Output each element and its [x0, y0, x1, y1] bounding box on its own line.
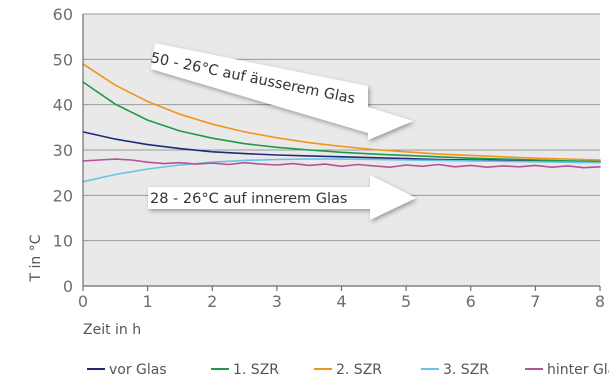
series-line — [82, 63, 601, 161]
x-tick-label: 7 — [530, 292, 540, 311]
series-line — [82, 131, 601, 163]
legend-label: hinter Glas — [547, 362, 609, 378]
y-tick-label: 50 — [53, 50, 73, 69]
y-tick-label: 20 — [53, 186, 73, 205]
y-tick-label: 0 — [63, 277, 73, 296]
legend-label: vor Glas — [109, 362, 167, 378]
x-tick-label: 6 — [466, 292, 476, 311]
y-tick-label: 10 — [53, 232, 73, 251]
y-tick-label: 60 — [53, 5, 73, 24]
x-tick-label: 3 — [272, 292, 282, 311]
legend-label: 3. SZR — [443, 362, 489, 378]
annotation-arrow — [151, 43, 413, 140]
y-tick-label: 30 — [53, 141, 73, 160]
annotation-label: 28 - 26°C auf innerem Glas — [150, 191, 347, 207]
x-tick-label: 8 — [595, 292, 605, 311]
x-tick-label: 4 — [336, 292, 346, 311]
legend-label: 1. SZR — [233, 362, 279, 378]
series-line — [82, 158, 601, 169]
y-axis-label: T in °C — [28, 234, 44, 282]
x-axis-label: Zeit in h — [83, 322, 141, 338]
x-tick-label: 2 — [207, 292, 217, 311]
legend-label: 2. SZR — [336, 362, 382, 378]
x-tick-label: 1 — [143, 292, 153, 311]
y-tick-label: 40 — [53, 96, 73, 115]
series-line — [82, 81, 601, 163]
series-line — [82, 158, 601, 183]
annotation-arrow — [148, 175, 416, 220]
x-tick-label: 0 — [78, 292, 88, 311]
x-tick-label: 5 — [401, 292, 411, 311]
